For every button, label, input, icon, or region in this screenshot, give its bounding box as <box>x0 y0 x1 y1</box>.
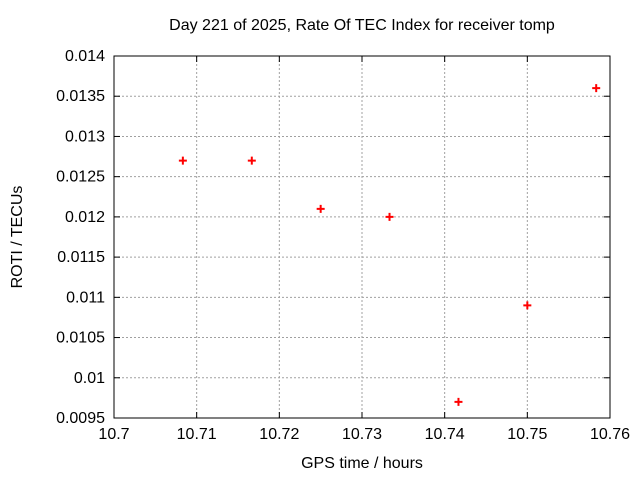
data-point <box>247 156 256 165</box>
data-point <box>523 301 532 310</box>
chart-title: Day 221 of 2025, Rate Of TEC Index for r… <box>169 17 555 34</box>
x-tick-label: 10.7 <box>98 426 129 443</box>
x-tick-label: 10.75 <box>507 426 547 443</box>
y-tick-label: 0.012 <box>65 209 105 226</box>
x-tick-label: 10.72 <box>259 426 299 443</box>
y-tick-label: 0.011 <box>66 289 105 306</box>
y-tick-label: 0.0135 <box>56 88 105 105</box>
x-tick-label: 10.74 <box>425 426 465 443</box>
y-tick-label: 0.014 <box>65 48 105 65</box>
data-points <box>178 84 601 406</box>
y-tick-label: 0.0125 <box>56 169 105 186</box>
tick-labels: 10.7 10.71 10.72 10.73 10.74 10.75 10.76 0.0095… <box>56 48 630 443</box>
y-tick-label: 0.0105 <box>56 330 105 347</box>
y-tick-label: 0.0115 <box>57 249 105 266</box>
data-point <box>454 397 463 406</box>
y-tick-label: 0.0095 <box>56 410 105 427</box>
x-tick-label: 10.73 <box>342 426 382 443</box>
y-tick-label: 0.01 <box>74 370 105 387</box>
x-tick-label: 10.71 <box>177 426 217 443</box>
data-point <box>316 204 325 213</box>
data-point <box>592 84 601 93</box>
x-axis-label: GPS time / hours <box>301 455 423 472</box>
y-tick-label: 0.013 <box>65 128 105 145</box>
y-axis-label: ROTI / TECUs <box>9 186 26 289</box>
plot-border-rect <box>113 55 611 419</box>
grid-lines <box>113 55 611 419</box>
data-point <box>385 212 394 221</box>
plot-border <box>113 55 611 419</box>
x-tick-label: 10.76 <box>590 426 630 443</box>
data-point <box>178 156 187 165</box>
